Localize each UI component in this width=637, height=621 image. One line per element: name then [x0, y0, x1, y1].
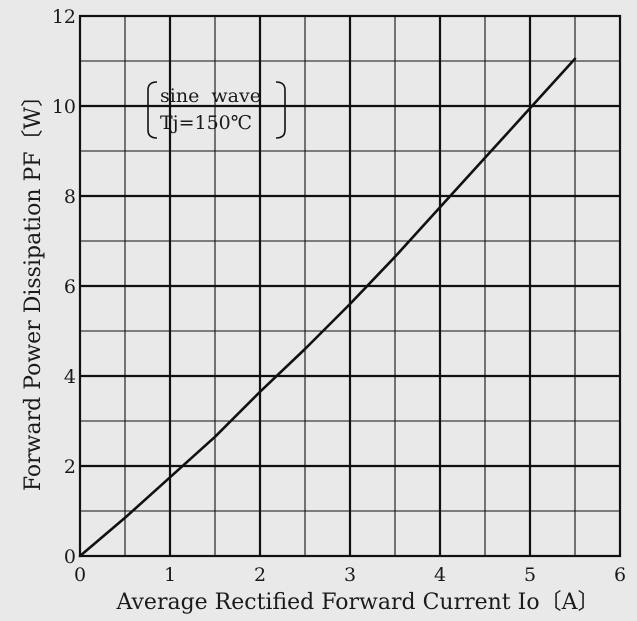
x-tick-label: 6	[614, 564, 626, 586]
y-tick-label: 10	[52, 96, 76, 118]
y-tick-labels: 0 2 4 6 8 10 12	[52, 6, 76, 568]
y-tick-label: 6	[64, 276, 76, 298]
x-tick-label: 2	[254, 564, 266, 586]
y-tick-label: 8	[64, 186, 76, 208]
x-axis-label: Average Rectified Forward Current Io〔A〕	[116, 590, 600, 615]
annotation-line-2: Tj=150℃	[160, 112, 252, 134]
x-tick-label: 1	[164, 564, 176, 586]
series-line	[80, 59, 575, 556]
y-tick-label: 0	[64, 546, 76, 568]
series-layer	[80, 59, 575, 556]
y-tick-label: 4	[64, 366, 76, 388]
y-tick-label: 12	[52, 6, 76, 28]
annotation-bracket-left	[148, 82, 157, 138]
annotation-line-1: sine wave	[160, 85, 261, 107]
x-tick-label: 4	[434, 564, 446, 586]
y-axis-label: Forward Power Dissipation PF〔W〕	[21, 85, 46, 491]
y-tick-label: 2	[64, 456, 76, 478]
annotation-bracket-right	[276, 82, 285, 138]
x-tick-label: 5	[524, 564, 536, 586]
annotation-box: sine wave Tj=150℃	[148, 82, 285, 138]
x-tick-label: 3	[344, 564, 356, 586]
